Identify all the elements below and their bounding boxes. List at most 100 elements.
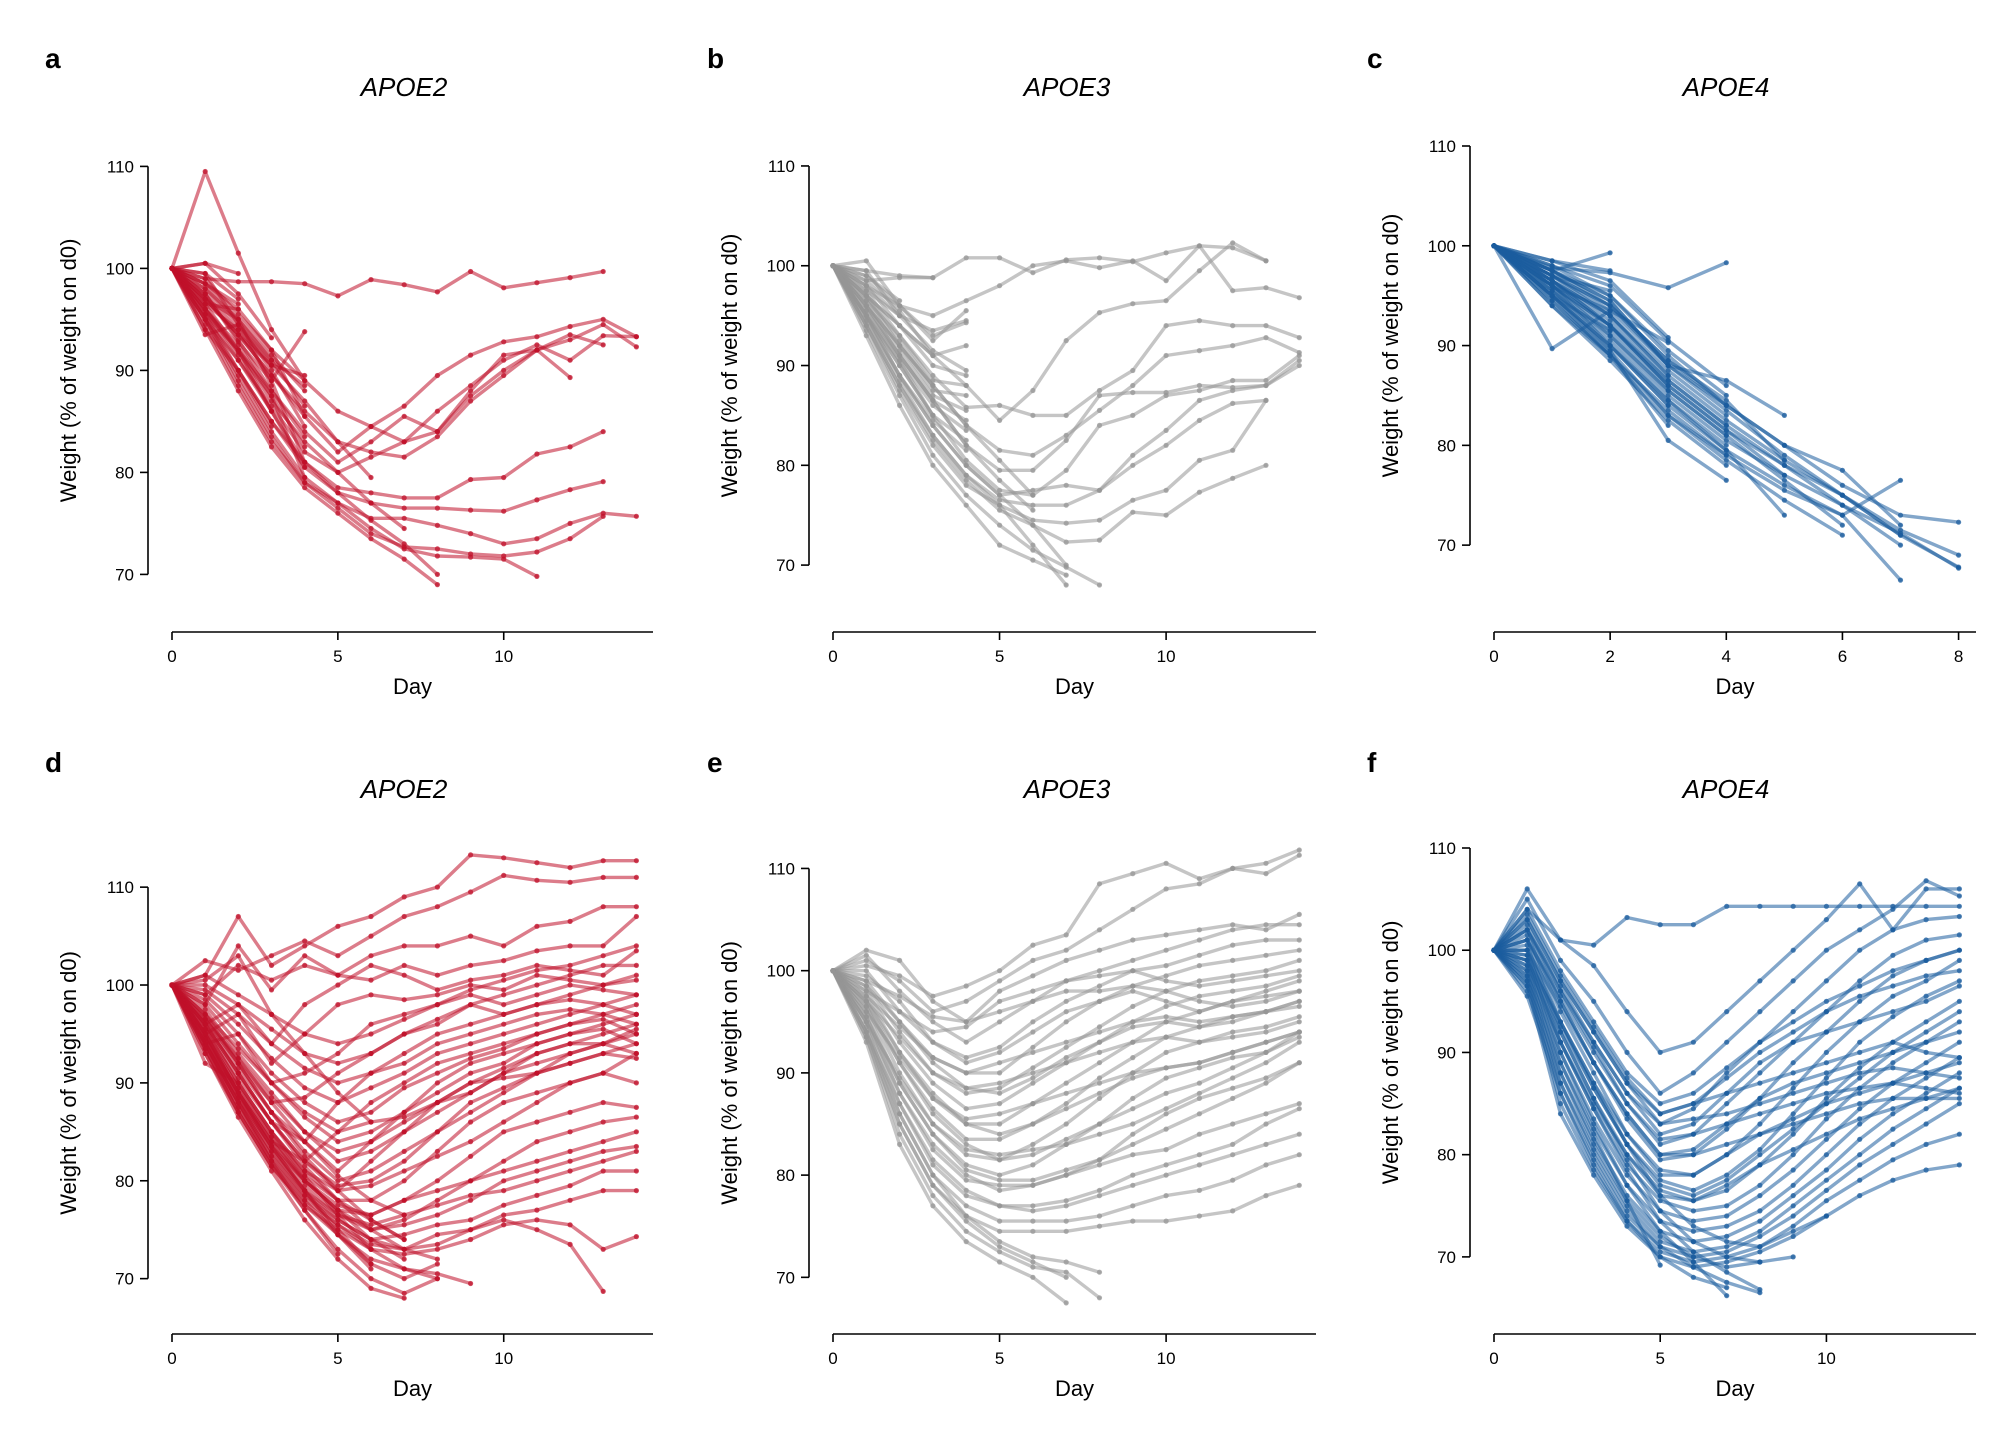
- data-point: [1890, 968, 1896, 974]
- data-point: [1890, 973, 1896, 979]
- data-point: [1657, 1208, 1663, 1214]
- data-point: [1130, 988, 1136, 994]
- x-tick-label: 5: [1655, 1349, 1664, 1368]
- data-point: [997, 1049, 1003, 1055]
- data-point: [1591, 963, 1597, 969]
- data-point: [997, 1009, 1003, 1015]
- data-point: [202, 168, 208, 175]
- data-point: [1163, 1019, 1169, 1025]
- data-point: [633, 1114, 640, 1120]
- data-point: [1524, 963, 1530, 969]
- data-point: [434, 992, 440, 998]
- data-point: [1724, 1239, 1730, 1245]
- data-point: [1591, 1106, 1597, 1112]
- data-point: [335, 293, 341, 299]
- data-point: [1030, 387, 1036, 394]
- data-point: [434, 904, 440, 910]
- data-point: [1665, 422, 1671, 428]
- data-point: [1657, 1218, 1663, 1224]
- data-point: [1063, 1080, 1069, 1086]
- data-point: [1063, 1009, 1069, 1015]
- data-point: [1823, 1131, 1829, 1137]
- data-point: [930, 313, 936, 319]
- data-point: [1130, 871, 1136, 877]
- x-tick-label: 5: [995, 647, 1004, 666]
- data-point: [1063, 582, 1069, 588]
- data-point: [368, 1183, 374, 1189]
- data-point: [235, 279, 241, 285]
- data-point: [863, 333, 869, 339]
- data-point: [1857, 1019, 1863, 1025]
- data-point: [1823, 1116, 1829, 1122]
- data-point: [368, 1168, 374, 1174]
- data-point: [468, 1060, 474, 1066]
- data-point: [1723, 417, 1729, 423]
- data-point: [600, 333, 606, 339]
- data-point: [1790, 1131, 1796, 1137]
- data-point: [897, 978, 903, 984]
- data-point: [1296, 1101, 1302, 1107]
- data-point: [401, 505, 407, 511]
- data-point: [1030, 1147, 1036, 1153]
- data-point: [1163, 1193, 1169, 1199]
- data-point: [534, 334, 540, 340]
- data-point: [434, 1276, 440, 1282]
- data-point: [1665, 352, 1671, 359]
- data-point: [235, 250, 241, 256]
- data-point: [1757, 1244, 1763, 1250]
- data-point: [1724, 1152, 1730, 1158]
- data-point: [268, 953, 275, 959]
- data-point: [633, 992, 640, 998]
- data-point: [1163, 1172, 1169, 1178]
- series-line-30: [170, 266, 274, 413]
- data-point: [1557, 1049, 1564, 1055]
- data-point: [1096, 407, 1103, 413]
- data-point: [930, 1162, 936, 1168]
- data-point: [863, 973, 869, 979]
- data-point: [963, 1147, 969, 1153]
- data-point: [1724, 1009, 1730, 1015]
- data-point: [1163, 963, 1169, 969]
- data-point: [600, 429, 606, 435]
- data-point: [335, 1060, 341, 1066]
- data-point: [235, 967, 241, 973]
- data-point: [830, 263, 836, 269]
- data-point: [1030, 1218, 1036, 1224]
- data-point: [1263, 1080, 1269, 1086]
- data-point: [368, 1285, 374, 1291]
- data-point: [368, 1246, 374, 1252]
- data-point: [963, 1085, 969, 1091]
- data-point: [1030, 1029, 1036, 1035]
- data-point: [567, 943, 573, 949]
- data-point: [1591, 1049, 1597, 1055]
- data-point: [567, 1222, 573, 1228]
- data-point: [1839, 492, 1845, 498]
- data-point: [1030, 517, 1036, 523]
- data-point: [368, 277, 374, 283]
- panel-title: APOE3: [1022, 72, 1111, 102]
- data-point: [1263, 382, 1269, 389]
- data-point: [567, 918, 573, 925]
- data-point: [1823, 1111, 1829, 1117]
- data-point: [401, 943, 407, 949]
- data-point: [930, 338, 936, 344]
- data-point: [302, 464, 308, 470]
- panel-title: APOE3: [1022, 774, 1111, 804]
- data-point: [1665, 387, 1671, 394]
- data-point: [963, 392, 969, 399]
- data-point: [1030, 1049, 1036, 1055]
- data-point: [1923, 878, 1929, 884]
- data-point: [1890, 1080, 1896, 1086]
- data-point: [1296, 1003, 1302, 1010]
- data-point: [1196, 1090, 1202, 1096]
- series-group: [1491, 243, 1962, 583]
- data-point: [1923, 1167, 1929, 1173]
- data-point: [567, 997, 573, 1003]
- data-point: [1857, 1085, 1863, 1091]
- data-point: [1665, 362, 1671, 369]
- data-point: [335, 1002, 341, 1008]
- data-point: [335, 1129, 341, 1135]
- data-point: [434, 582, 440, 588]
- data-point: [534, 1139, 540, 1145]
- data-point: [1624, 1101, 1630, 1107]
